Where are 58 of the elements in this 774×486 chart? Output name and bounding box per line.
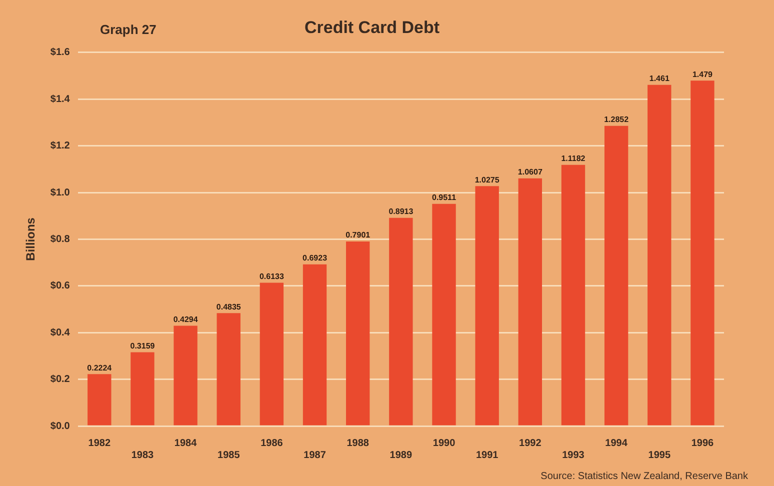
x-tick-label: 1988 (346, 438, 370, 449)
x-tick-label: 1996 (691, 438, 714, 449)
data-label: 1.2852 (604, 115, 630, 124)
data-label: 0.3159 (130, 341, 156, 350)
caption: Graph 27 (100, 22, 156, 37)
bar (389, 218, 413, 426)
y-tick-label: $0.6 (50, 280, 70, 292)
bar (216, 313, 240, 426)
data-label: 1.0607 (518, 168, 543, 177)
x-tick-label: 1994 (605, 438, 628, 449)
x-tick-label: 1982 (88, 438, 111, 449)
data-label: 0.4835 (216, 302, 242, 312)
data-label: 1.0275 (474, 175, 500, 184)
bar (302, 264, 327, 426)
x-tick-label: 1991 (476, 450, 499, 461)
bar (260, 282, 284, 426)
data-label: 1.1182 (561, 154, 586, 164)
y-tick-label: $1.6 (50, 47, 70, 58)
y-tick-label: $1.0 (50, 187, 70, 198)
data-label: 0.8913 (388, 207, 414, 216)
x-tick-label: 1995 (648, 450, 671, 461)
x-tick-label: 1992 (519, 438, 542, 449)
data-label: 0.6133 (259, 272, 284, 281)
bar (604, 126, 628, 426)
data-label: 0.9511 (432, 193, 457, 202)
data-label: 0.7901 (346, 230, 371, 240)
data-label: 0.6923 (302, 254, 328, 263)
bar (174, 326, 198, 426)
x-tick-label: 1985 (218, 450, 240, 461)
bar (130, 352, 154, 426)
y-tick-label: $0.4 (50, 327, 70, 338)
x-tick-label: 1984 (174, 438, 198, 449)
x-tick-label: 1993 (562, 450, 585, 461)
y-axis-title: Billions (24, 217, 38, 261)
bar (518, 178, 542, 426)
chart-title: Credit Card Debt (304, 18, 440, 37)
x-tick-label: 1983 (131, 450, 154, 461)
x-tick-label: 1989 (390, 450, 412, 461)
y-tick-label: $0.2 (50, 374, 70, 386)
source-note: Source: Statistics New Zealand, Reserve Bank (540, 471, 748, 482)
data-label: 0.4294 (173, 314, 198, 324)
y-tick-label: $1.4 (50, 94, 70, 105)
x-tick-label: 1987 (304, 450, 326, 461)
bar (346, 242, 370, 426)
bar (475, 186, 499, 426)
data-label: 1.479 (692, 70, 714, 79)
data-label: 1.461 (649, 74, 670, 84)
y-tick-label: $1.2 (50, 140, 70, 152)
y-tick-label: $0.0 (50, 420, 70, 432)
x-tick-label: 1990 (432, 438, 456, 449)
bar (561, 164, 586, 426)
y-tick-label: $0.8 (50, 234, 70, 245)
data-label: 0.2224 (87, 363, 112, 372)
bar (88, 374, 112, 426)
bar (690, 80, 714, 426)
bar (648, 84, 672, 426)
bar (432, 204, 456, 426)
x-tick-label: 1986 (260, 438, 284, 449)
